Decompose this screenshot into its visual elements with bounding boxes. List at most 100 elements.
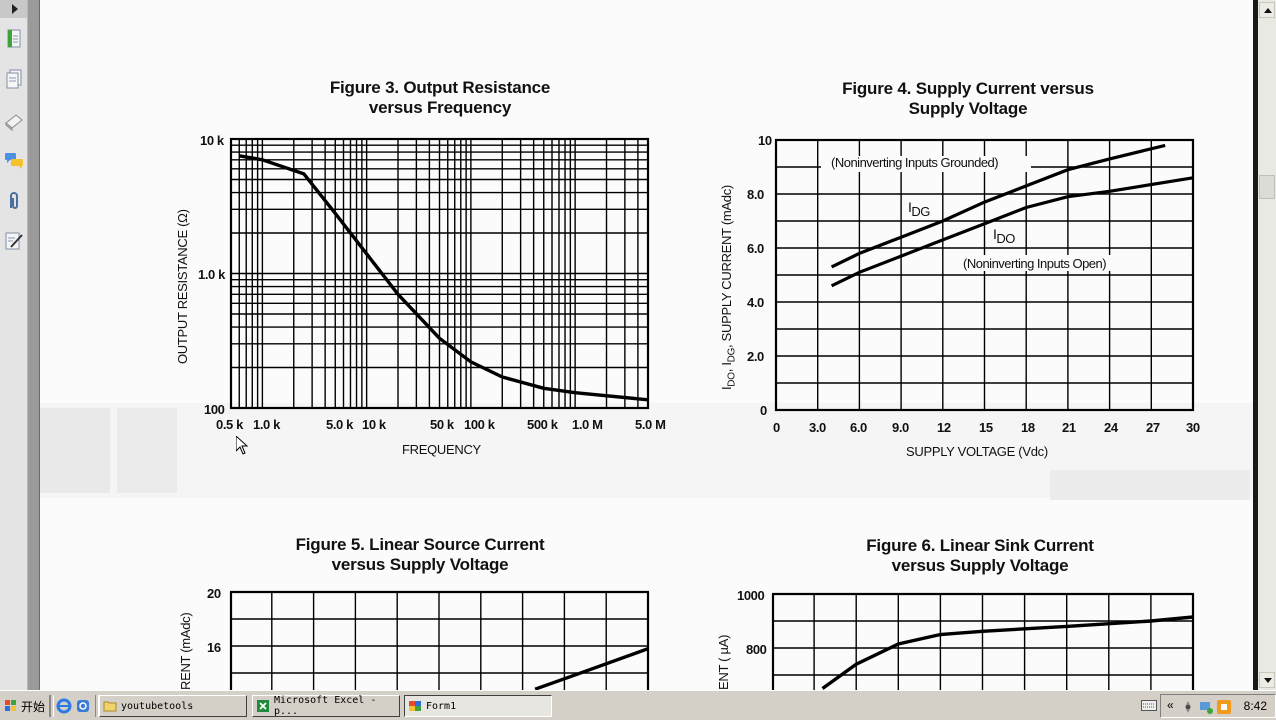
mouse-cursor-icon xyxy=(236,436,248,455)
fig3-xtick: 100 k xyxy=(464,417,495,432)
taskbar: 开始 youtubetools Microsoft Excel - p... F… xyxy=(0,690,1276,720)
pages-icon[interactable] xyxy=(4,68,24,90)
fig3-xtick: 500 k xyxy=(527,417,558,432)
fig4-xtick: 12 xyxy=(937,420,951,435)
fig4-title-line2: Supply Voltage xyxy=(908,99,1028,118)
fig6-ytick: 800 xyxy=(746,642,767,657)
fig4-ytick: 4.0 xyxy=(747,295,764,310)
scroll-thumb[interactable] xyxy=(1259,175,1275,199)
fig4-xlabel: SUPPLY VOLTAGE (Vdc) xyxy=(906,444,1048,459)
fig3-xtick: 10 k xyxy=(362,417,386,432)
keyboard-language-icon[interactable] xyxy=(1141,700,1157,711)
fig3-title-line2: versus Frequency xyxy=(368,98,512,117)
fig4-xtick: 0 xyxy=(773,420,780,435)
outlook-express-icon[interactable] xyxy=(75,698,91,714)
layers-eraser-icon[interactable] xyxy=(4,110,24,132)
fig4-label-ido: IDO xyxy=(993,226,1015,246)
tray-orange-app-icon[interactable] xyxy=(1216,699,1232,715)
fig4-xtick: 15 xyxy=(979,420,993,435)
page-thumbnails-icon[interactable] xyxy=(4,28,24,50)
fig3-ytick: 100 xyxy=(204,402,225,417)
fig4-ytick: 2.0 xyxy=(747,349,764,364)
fig6-ytick: 1000 xyxy=(737,588,765,603)
fig5-ytick: 16 xyxy=(207,640,221,655)
taskbar-button-label: Microsoft Excel - p... xyxy=(274,695,377,717)
fig6-plot-area xyxy=(771,592,1195,703)
fig3-xtick: 1.0 k xyxy=(253,417,280,432)
fig6-title: Figure 6. Linear Sink Current versus Sup… xyxy=(830,536,1130,576)
fig4-xtick: 3.0 xyxy=(809,420,826,435)
folder-icon xyxy=(103,701,117,712)
taskbar-button-youtubetools[interactable]: youtubetools xyxy=(99,695,247,717)
triangle-right-icon xyxy=(12,4,18,14)
fig4-ytick: 6.0 xyxy=(747,241,764,256)
fig4-xtick: 24 xyxy=(1104,420,1118,435)
comments-icon[interactable] xyxy=(4,150,24,172)
start-button[interactable]: 开始 xyxy=(2,695,51,717)
fig3-xtick: 50 k xyxy=(430,417,454,432)
vertical-scrollbar[interactable] xyxy=(1258,0,1276,690)
excel-icon xyxy=(257,700,269,712)
nav-pane-toggle[interactable] xyxy=(0,0,27,18)
page-artifact xyxy=(117,408,177,493)
fig6-title-line1: Figure 6. Linear Sink Current xyxy=(866,536,1094,555)
fig3-ylabel: OUTPUT RESISTANCE (Ω) xyxy=(175,209,190,364)
fig3-xtick: 0.5 k xyxy=(216,417,243,432)
tray-app-icon[interactable] xyxy=(1180,699,1196,715)
fig3-xtick: 5.0 k xyxy=(326,417,353,432)
attachments-paperclip-icon[interactable] xyxy=(4,190,24,212)
system-tray: « 8:42 xyxy=(1160,694,1276,718)
taskbar-button-form1[interactable]: Form1 xyxy=(404,695,552,717)
fig4-xtick: 21 xyxy=(1062,420,1076,435)
fig4-xtick: 6.0 xyxy=(850,420,867,435)
navigation-pane xyxy=(0,0,28,690)
fig5-title-line2: versus Supply Voltage xyxy=(331,555,509,574)
tray-network-icon[interactable] xyxy=(1198,699,1214,715)
fig4-ytick: 10 xyxy=(758,133,772,148)
fig5-plot-area xyxy=(229,590,650,701)
fig3-xtick: 1.0 M xyxy=(572,417,603,432)
fig3-xlabel: FREQUENCY xyxy=(402,442,481,457)
document-page xyxy=(40,0,1253,690)
fig4-title: Figure 4. Supply Current versus Supply V… xyxy=(808,79,1128,119)
page-artifact xyxy=(40,408,110,493)
internet-explorer-icon[interactable] xyxy=(56,698,72,714)
signatures-pen-icon[interactable] xyxy=(4,230,24,252)
taskbar-separator xyxy=(50,695,54,717)
fig4-xtick: 18 xyxy=(1021,420,1035,435)
arrow-up-icon xyxy=(1264,8,1272,13)
fig4-annotation-grounded: (Noninverting Inputs Grounded) xyxy=(831,155,999,170)
page-edge xyxy=(1253,0,1258,690)
fig4-ylabel: IDO, IDG, SUPPLY CURRENT (mAdc) xyxy=(719,185,738,390)
taskbar-button-excel[interactable]: Microsoft Excel - p... xyxy=(252,695,400,717)
fig5-title-line1: Figure 5. Linear Source Current xyxy=(295,535,545,554)
fig5-ylabel: RENT (mAdc) xyxy=(178,612,193,690)
nav-pane-splitter[interactable] xyxy=(28,0,40,690)
fig3-ytick: 10 k xyxy=(200,133,224,148)
fig3-title: Figure 3. Output Resistance versus Frequ… xyxy=(290,78,590,118)
fig4-title-line1: Figure 4. Supply Current versus xyxy=(842,79,1094,98)
fig6-title-line2: versus Supply Voltage xyxy=(891,556,1069,575)
clock[interactable]: 8:42 xyxy=(1243,699,1267,713)
scroll-down-button[interactable] xyxy=(1259,672,1275,688)
fig4-plot-area xyxy=(774,138,1195,412)
fig5-title: Figure 5. Linear Source Current versus S… xyxy=(270,535,570,575)
windows-flag-icon xyxy=(5,700,16,711)
fig4-label-idg: IDG xyxy=(908,199,930,219)
fig3-xtick: 5.0 M xyxy=(635,417,666,432)
fig6-ylabel: ENT ( µA) xyxy=(716,634,731,690)
scroll-up-button[interactable] xyxy=(1259,2,1275,18)
fig4-xtick: 30 xyxy=(1186,420,1200,435)
fig4-xtick: 27 xyxy=(1146,420,1160,435)
start-label: 开始 xyxy=(21,699,46,714)
taskbar-button-label: youtubetools xyxy=(121,700,194,712)
form-window-icon xyxy=(409,701,421,711)
fig3-plot-area xyxy=(229,137,650,410)
fig4-ytick: 8.0 xyxy=(747,187,764,202)
fig4-xtick: 9.0 xyxy=(892,420,909,435)
fig4-annotation-open: (Noninverting Inputs Open) xyxy=(963,256,1107,271)
fig3-ytick: 1.0 k xyxy=(198,267,225,282)
arrow-down-icon xyxy=(1264,678,1272,683)
fig4-ytick: 0 xyxy=(760,403,767,418)
tray-expand-button[interactable]: « xyxy=(1167,698,1174,712)
